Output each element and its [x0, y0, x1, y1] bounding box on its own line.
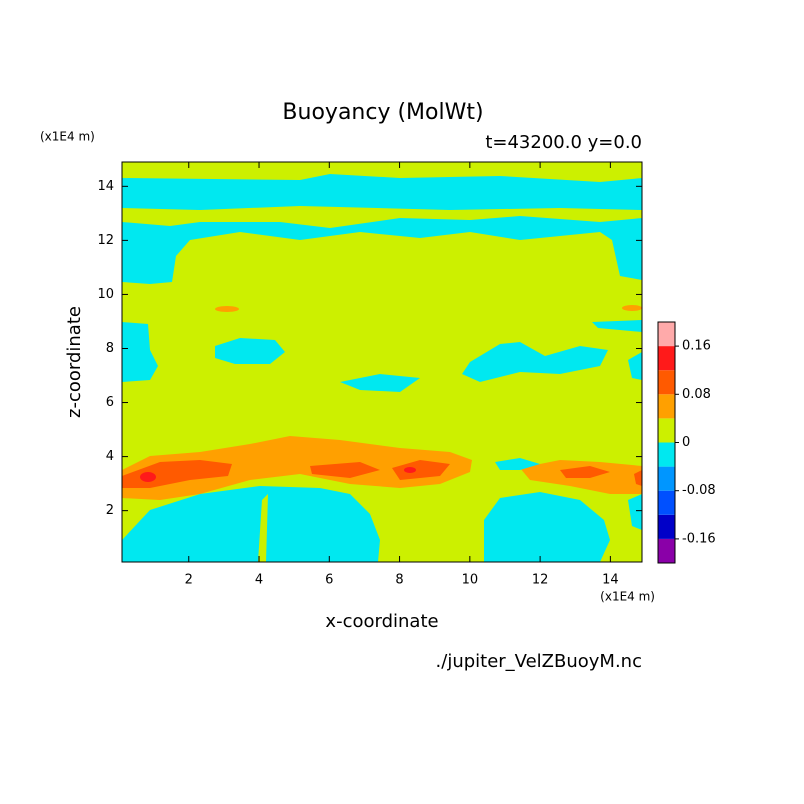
contour-region — [628, 352, 642, 380]
contour-region — [340, 374, 420, 392]
source-file: ./jupiter_VelZBuoyM.nc — [436, 651, 642, 672]
colorbar-band — [658, 370, 675, 395]
y-tick-label: 6 — [106, 395, 114, 410]
colorbar-band — [658, 514, 675, 539]
x-unit: (x1E4 m) — [600, 590, 655, 604]
contour-region — [622, 305, 642, 311]
contour-region — [310, 462, 380, 478]
chart-title: Buoyancy (MolWt) — [282, 100, 483, 125]
contour-region — [634, 470, 642, 486]
contour-region — [215, 306, 239, 312]
colorbar-band — [658, 442, 675, 467]
contour-region — [140, 472, 156, 482]
x-tick-label: 2 — [185, 573, 193, 588]
contour-region — [495, 458, 540, 470]
contour-region — [122, 216, 642, 284]
contour-region — [122, 436, 472, 500]
contour-region — [404, 467, 416, 473]
colorbar-band — [658, 322, 675, 347]
y-unit: (x1E4 m) — [40, 130, 95, 144]
chart-subtitle: t=43200.0 y=0.0 — [485, 132, 642, 153]
x-tick-label: 10 — [462, 573, 479, 588]
contour-region — [215, 338, 285, 364]
contour-field — [122, 162, 642, 562]
colorbar-band — [658, 418, 675, 443]
colorbar-band — [658, 394, 675, 419]
colorbar-band — [658, 466, 675, 491]
y-tick-label: 4 — [106, 449, 114, 464]
y-tick-label: 14 — [97, 179, 114, 194]
y-axis-label: z-coordinate — [64, 306, 85, 418]
contour-region — [122, 174, 642, 210]
colorbar-band — [658, 490, 675, 515]
y-tick-label: 12 — [97, 233, 114, 248]
colorbar-tick-label: 0 — [682, 435, 690, 450]
plot-frame — [121, 161, 643, 563]
contour-region — [258, 494, 268, 562]
y-tick-label: 8 — [106, 341, 114, 356]
contour-region — [122, 322, 158, 382]
x-tick-label: 6 — [325, 573, 333, 588]
colorbar-band — [658, 538, 675, 563]
colorbar-tick-label: 0.08 — [682, 387, 711, 402]
colorbar-tick-label: 0.16 — [682, 339, 711, 354]
contour-region — [560, 466, 610, 478]
contour-region — [122, 486, 380, 562]
colorbar-tick-label: -0.16 — [682, 531, 716, 546]
contour-region — [484, 492, 610, 562]
x-tick-label: 14 — [602, 573, 619, 588]
contour-region — [392, 460, 450, 480]
x-tick-label: 4 — [255, 573, 263, 588]
colorbar-tick-label: -0.08 — [682, 483, 716, 498]
contour-region — [628, 494, 642, 530]
colorbar: -0.16 -0.08 0 0.08 0.16 — [657, 321, 716, 564]
y-tick-label: 2 — [106, 503, 114, 518]
contour-region — [592, 320, 642, 332]
x-tick-label: 12 — [532, 573, 549, 588]
contour-region — [462, 342, 608, 382]
x-axis-label: x-coordinate — [325, 611, 438, 632]
colorbar-band — [658, 346, 675, 371]
x-tick-label: 8 — [395, 573, 403, 588]
y-tick-label: 10 — [97, 287, 114, 302]
